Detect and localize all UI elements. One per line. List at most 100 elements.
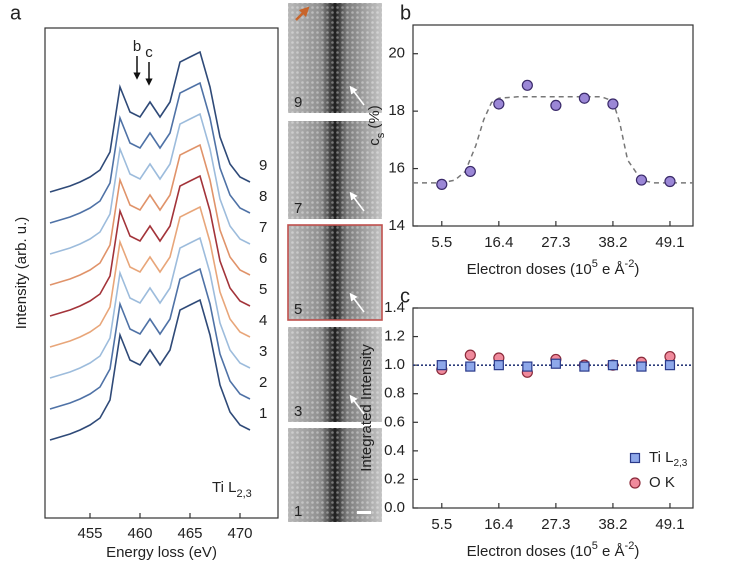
annotation: c — [145, 44, 153, 61]
x-tick-label: 27.3 — [541, 234, 570, 251]
defect-arrow — [349, 85, 365, 106]
x-axis-label-part: Electron doses (10 — [467, 543, 592, 560]
data-point — [607, 360, 619, 371]
defect-arrow — [349, 191, 365, 212]
image-label: 5 — [294, 301, 302, 318]
x-tick-label: 38.2 — [598, 516, 627, 533]
edge-label: Ti L2,3 — [212, 479, 252, 500]
x-tick-label: 38.2 — [598, 234, 627, 251]
data-point — [436, 178, 448, 190]
legend-label-part: 2,3 — [673, 458, 687, 469]
data-point — [664, 360, 676, 371]
legend-label-part: O K — [649, 474, 675, 491]
y-axis-label: Integrated Intensity — [358, 344, 375, 472]
defect-arrow — [349, 292, 365, 313]
y-axis-label: cs (%) — [366, 105, 387, 146]
y-axis-label-part: s — [375, 132, 387, 138]
series-label: 9 — [259, 157, 267, 174]
y-tick-label: 0.4 — [384, 442, 405, 459]
legend-label: O K — [649, 474, 675, 491]
data-point — [579, 361, 590, 372]
y-axis-label: Intensity (arb. u.) — [13, 217, 30, 330]
spectrum — [49, 81, 251, 224]
x-tick-label: 455 — [77, 525, 102, 542]
x-axis-label: Electron doses (105 e Å-2) — [467, 258, 640, 278]
data-point — [464, 349, 476, 361]
legend-marker — [629, 452, 641, 464]
spectrum — [49, 205, 251, 348]
x-tick-label: 16.4 — [484, 516, 513, 533]
spectrum — [49, 267, 251, 410]
image-label: 3 — [294, 403, 302, 420]
data-point — [436, 360, 447, 371]
series-label: 2 — [259, 374, 267, 391]
data-point — [607, 98, 619, 110]
x-axis-label-part: -2 — [625, 258, 635, 270]
lattice-overlay — [288, 3, 382, 113]
x-axis-label-part: -2 — [625, 540, 635, 552]
image-label: 9 — [294, 94, 302, 111]
x-tick-label: 49.1 — [655, 234, 684, 251]
plot-frame — [44, 27, 279, 519]
panel-label: c — [400, 285, 410, 307]
series-label: 7 — [259, 219, 267, 236]
y-axis-label-part: c — [366, 138, 383, 146]
image-strip: 9 7 5 3 1 — [287, 3, 383, 522]
y-axis-label-part: (%) — [366, 105, 383, 133]
direction-arrow — [295, 6, 310, 21]
series-label: 3 — [259, 343, 267, 360]
series-label: 8 — [259, 188, 267, 205]
spectrum — [49, 236, 251, 379]
x-axis-label: Electron doses (105 e Å-2) — [467, 540, 640, 560]
series-label: 5 — [259, 281, 267, 298]
lattice-overlay — [288, 327, 382, 422]
x-tick-label: 460 — [127, 525, 152, 542]
edge-label-part: 2,3 — [236, 488, 251, 500]
lattice-overlay — [287, 224, 383, 321]
x-tick-label: 470 — [227, 525, 252, 542]
x-axis-label-part: Energy loss (eV) — [106, 544, 217, 561]
data-point — [521, 79, 533, 91]
data-point — [664, 175, 676, 188]
x-axis-label-part: ) — [634, 261, 639, 278]
spectrum — [49, 143, 251, 286]
x-tick-label: 5.5 — [431, 516, 452, 533]
data-point — [493, 98, 505, 110]
defect-arrow — [349, 394, 365, 415]
y-tick-label: 0.6 — [384, 413, 405, 430]
y-tick-label: 14 — [388, 217, 405, 234]
panel-label: a — [10, 2, 22, 24]
scale-bar — [357, 511, 371, 514]
lattice-overlay — [288, 428, 382, 522]
spectrum — [49, 174, 251, 317]
x-axis-label: Energy loss (eV) — [106, 544, 217, 561]
legend-label-part: Ti L — [649, 449, 673, 466]
y-tick-label: 1.4 — [384, 299, 405, 316]
x-axis-label-part: Electron doses (10 — [467, 261, 592, 278]
spectrum — [49, 50, 251, 193]
plot-frame — [412, 307, 694, 509]
plot-frame — [412, 24, 694, 227]
y-tick-label: 18 — [388, 102, 405, 119]
y-axis-label-part: Intensity (arb. u.) — [13, 217, 30, 330]
image-label: 7 — [294, 200, 302, 217]
y-tick-label: 0.2 — [384, 470, 405, 487]
data-point — [636, 361, 647, 372]
annotation: b — [133, 38, 141, 55]
series-label: 4 — [259, 312, 267, 329]
y-tick-label: 1.2 — [384, 328, 405, 345]
panel-label: b — [400, 2, 411, 24]
y-tick-label: 0.0 — [384, 499, 405, 516]
y-tick-label: 16 — [388, 160, 405, 177]
spectrum — [49, 298, 251, 441]
spectrum — [49, 112, 251, 255]
y-tick-label: 20 — [388, 45, 405, 62]
data-point — [578, 92, 591, 104]
image-label: 1 — [294, 503, 302, 520]
x-axis-label-part: ) — [634, 543, 639, 560]
x-axis-label-part: e Å — [598, 543, 625, 560]
data-point — [465, 361, 476, 372]
data-point — [550, 99, 562, 112]
